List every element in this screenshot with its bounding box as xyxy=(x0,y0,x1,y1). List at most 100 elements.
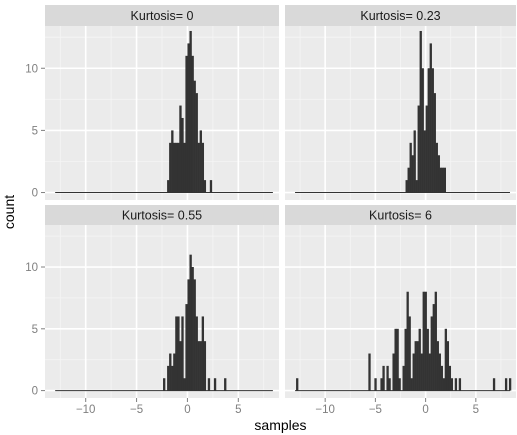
histogram-bar xyxy=(504,378,508,391)
histogram-bar xyxy=(404,328,407,391)
histogram-bar xyxy=(213,378,217,391)
histogram-bar xyxy=(430,316,433,391)
histogram-bar xyxy=(428,353,431,391)
histogram-bar xyxy=(454,378,458,391)
histogram-bar xyxy=(193,279,196,391)
histogram-bar xyxy=(374,378,377,391)
histogram-bar xyxy=(407,167,410,193)
histogram-bar xyxy=(405,180,408,193)
histogram-bar xyxy=(429,43,432,193)
facet-panel: Kurtosis= 0.23 xyxy=(285,5,516,200)
facet-strip xyxy=(285,205,516,225)
histogram-bar xyxy=(203,180,207,193)
facet-strip xyxy=(45,205,279,225)
histogram-bar xyxy=(167,180,170,193)
facet-title: Kurtosis= 0 xyxy=(131,9,194,23)
histogram-bar xyxy=(436,341,439,391)
facet-title: Kurtosis= 0.23 xyxy=(360,9,440,23)
histogram-bar xyxy=(179,341,182,391)
histogram-bar xyxy=(425,105,428,193)
x-tick-label: −5 xyxy=(130,404,143,416)
facet-panel: Kurtosis= 6 −10 −5 0 5 xyxy=(285,205,516,416)
histogram-bar xyxy=(167,365,170,391)
histogram-bar xyxy=(402,365,405,391)
histogram-bar xyxy=(187,279,190,391)
histogram-bar xyxy=(209,180,213,193)
histogram-bar xyxy=(438,353,441,391)
histogram-bar xyxy=(448,365,452,391)
y-tick-label: 5 xyxy=(32,324,38,336)
x-axis-title: samples xyxy=(254,417,306,433)
x-tick-label: 0 xyxy=(422,404,428,416)
x-tick-label: −10 xyxy=(315,404,335,416)
histogram-bar xyxy=(416,341,419,391)
histogram-bar xyxy=(382,365,385,391)
x-tick-label: −5 xyxy=(369,404,382,416)
histogram-bar xyxy=(398,378,401,391)
y-tick-label: 10 xyxy=(25,63,38,75)
histogram-bar xyxy=(443,167,446,193)
histogram-bar xyxy=(419,30,422,193)
histogram-bar xyxy=(171,130,174,193)
histogram-bar xyxy=(437,155,440,193)
histogram-bar xyxy=(415,180,418,193)
histogram-bar xyxy=(181,117,184,193)
y-tick-label: 10 xyxy=(25,262,38,274)
histogram-bar xyxy=(442,378,445,391)
histogram-bar xyxy=(203,341,207,391)
y-tick-label: 5 xyxy=(32,125,38,137)
y-tick-label: 0 xyxy=(32,188,38,200)
histogram-bar xyxy=(189,30,192,193)
histogram-bar xyxy=(441,167,444,193)
histogram-bar xyxy=(394,328,397,391)
histogram-bar xyxy=(422,291,425,391)
histogram-bar xyxy=(175,316,178,391)
histogram-bar xyxy=(424,291,427,391)
facet-title: Kurtosis= 0.55 xyxy=(122,209,202,223)
histogram-bar xyxy=(426,328,429,391)
histogram-bar xyxy=(201,142,205,193)
histogram-bar xyxy=(421,68,424,193)
histogram-bar xyxy=(179,105,182,193)
histogram-bar xyxy=(417,105,420,193)
histogram-bar xyxy=(433,93,436,193)
histogram-bar xyxy=(185,55,188,193)
x-tick-label: −10 xyxy=(76,404,96,416)
histogram-bar xyxy=(224,378,227,391)
histogram-bar xyxy=(508,378,512,391)
histogram-bar xyxy=(191,267,194,391)
histogram-bar xyxy=(446,341,450,391)
histogram-bar xyxy=(444,328,447,391)
histogram-bar xyxy=(458,378,462,391)
histogram-bar xyxy=(414,341,417,391)
histogram-bar xyxy=(187,43,190,193)
histogram-bar xyxy=(427,68,430,193)
histogram-bar xyxy=(177,316,180,391)
histogram-bar xyxy=(173,353,176,391)
histogram-bar xyxy=(492,378,496,391)
histogram-bar xyxy=(189,254,192,391)
histogram-bar xyxy=(183,142,186,193)
histogram-bar xyxy=(197,142,200,193)
y-axis-title: count xyxy=(1,195,17,229)
x-tick-label: 5 xyxy=(235,404,241,416)
x-tick-label: 5 xyxy=(473,404,479,416)
histogram-bar xyxy=(173,142,176,193)
histogram-bar xyxy=(450,378,454,391)
histogram-bar xyxy=(175,142,178,193)
histogram-bar xyxy=(431,68,434,193)
histogram-bar xyxy=(386,365,389,391)
facet-panel: Kurtosis= 0.55 0 5 10 −10 −5 0 5 xyxy=(25,205,279,416)
histogram-bar xyxy=(171,365,174,391)
histogram-bar xyxy=(440,365,443,391)
histogram-bar xyxy=(420,353,423,391)
histogram-bar xyxy=(181,316,184,391)
y-tick-label: 0 xyxy=(32,386,38,398)
histogram-bar xyxy=(169,142,172,193)
histogram-bar xyxy=(423,130,426,193)
histogram-bar xyxy=(368,353,371,391)
histogram-bar xyxy=(434,291,437,391)
facet-panel: Kurtosis= 0 0 5 10 xyxy=(25,5,279,200)
histogram-bar xyxy=(201,316,205,391)
histogram-bar xyxy=(169,353,172,391)
